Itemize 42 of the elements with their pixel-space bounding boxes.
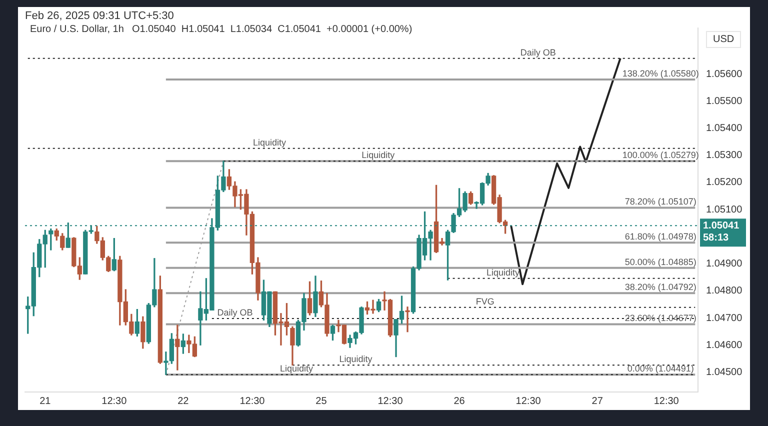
annotation: FVG <box>476 296 494 306</box>
y-tick-label: 1.04800 <box>706 286 743 297</box>
x-tick-label: 12:30 <box>516 396 542 407</box>
annotation: 50.00% (1.04885) <box>624 256 696 267</box>
chart-subtitle: O1.05040 H1.05041 L1.05034 C1.05041 +0.00001 (+0.00%) <box>132 24 412 35</box>
annotation: Liquidity <box>486 267 520 278</box>
text: Feb 26, 2025 09:31 UTC+5:30 <box>25 10 174 22</box>
annotation: 100.00% (1.05279) <box>622 150 699 160</box>
y-tick-label: 1.04500 <box>706 366 743 378</box>
x-tick-label: 21 <box>40 396 52 407</box>
annotation: 38.20% (1.04792) <box>624 282 696 292</box>
y-axis-title: USD <box>706 31 742 48</box>
annotation: 78.20% (1.05107) <box>624 196 696 207</box>
annotation: 23.60% (1.04677) <box>624 313 696 324</box>
annotation: Liquidity <box>252 137 286 148</box>
ref-line-label: 1.05041 58:13 <box>703 220 740 244</box>
annotation: 138.20% (1.05580) <box>622 68 699 78</box>
annotation: 61.80% (1.04978) <box>624 232 696 242</box>
annotation: Daily OB <box>217 308 253 318</box>
y-tick-label: 1.05400 <box>706 123 743 134</box>
annotation: 0.00% (1.04491) <box>627 364 694 374</box>
x-tick-label: 27 <box>592 396 604 407</box>
y-tick-label: 1.05200 <box>706 177 743 188</box>
annotation: Liquidity <box>339 354 373 364</box>
y-tick-label: 1.04700 <box>706 312 743 324</box>
x-tick-label: 12:30 <box>240 396 266 407</box>
x-tick-label: 12:30 <box>102 396 128 407</box>
annotation: Daily OB <box>520 47 556 58</box>
x-tick-label: 12:30 <box>654 396 680 407</box>
y-tick-label: 1.05100 <box>706 204 743 216</box>
x-tick-label: 12:30 <box>378 396 404 407</box>
y-tick-label: 1.05300 <box>706 150 743 162</box>
y-tick-label: 1.05600 <box>706 68 743 80</box>
annotation: Liquidity <box>280 364 314 374</box>
annotation: Liquidity <box>362 150 396 160</box>
x-tick-label: 26 <box>454 396 466 407</box>
y-tick-label: 1.04600 <box>706 340 743 351</box>
y-tick-label: 1.05500 <box>706 96 743 107</box>
chart-title: Euro / U.S. Dollar, 1h <box>30 24 124 35</box>
x-tick-label: 25 <box>316 396 328 407</box>
y-tick-label: 1.04900 <box>706 258 743 270</box>
x-tick-label: 22 <box>178 396 190 407</box>
